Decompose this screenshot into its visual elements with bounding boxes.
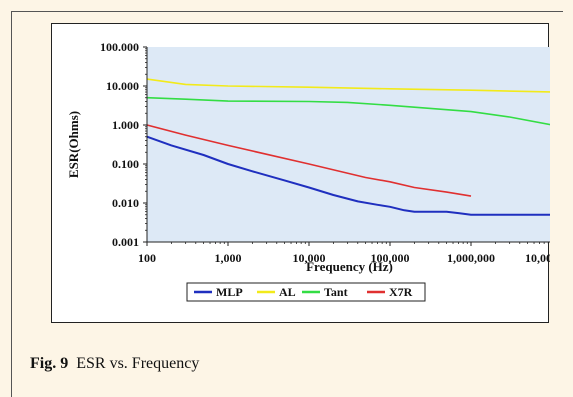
x-tick-label: 10,000: [293, 251, 326, 265]
esr-chart: 0.001 0.010 0.100 1.000 10.000 100.000 100 1,00…: [66, 40, 550, 302]
x-tick-label: 1,000: [215, 251, 242, 265]
x-tick-label: 100,000: [371, 251, 410, 265]
legend-label-tant: Tant: [324, 285, 348, 299]
y-tick-label: 0.001: [112, 235, 139, 249]
series-line-mlp: [146, 135, 550, 216]
series-line-tant: [146, 96, 550, 126]
x-tick-label: 1,000,000: [447, 251, 495, 265]
x-tick-label: 100: [138, 251, 156, 265]
series-line-x7r: [146, 124, 472, 197]
y-tick-label: 0.100: [112, 157, 139, 171]
chart-container: 0.001 0.010 0.100 1.000 10.000 100.000 100 1,00…: [51, 23, 550, 323]
caption-label: Fig. 9: [30, 355, 69, 372]
x-axis-title: Frequency (Hz): [306, 259, 393, 274]
ticks-layer: 0.001 0.010 0.100 1.000 10.000 100.000 100 1,00…: [100, 40, 550, 265]
legend-label-mlp: MLP: [216, 285, 243, 299]
figure-caption: Fig. 9 ESR vs. Frequency: [30, 355, 199, 373]
series-layer: [146, 78, 550, 216]
axes-layer: [146, 47, 550, 243]
legend: MLP AL Tant X7R: [186, 282, 426, 302]
plot-area: [147, 47, 550, 242]
legend-label-al: AL: [279, 285, 296, 299]
x-tick-label: 10,000,000: [525, 251, 550, 265]
y-tick-label: 1.000: [112, 118, 139, 132]
y-axis-title: ESR(Ohms): [66, 111, 81, 178]
frame-border-left: [11, 11, 12, 397]
y-tick-label: 100.000: [100, 40, 139, 54]
y-tick-label: 10.000: [106, 79, 139, 93]
legend-label-x7r: X7R: [389, 285, 413, 299]
series-line-al: [146, 78, 550, 93]
y-tick-label: 0.010: [112, 196, 139, 210]
frame-border-top: [11, 11, 563, 12]
caption-text: ESR vs. Frequency: [76, 355, 200, 372]
